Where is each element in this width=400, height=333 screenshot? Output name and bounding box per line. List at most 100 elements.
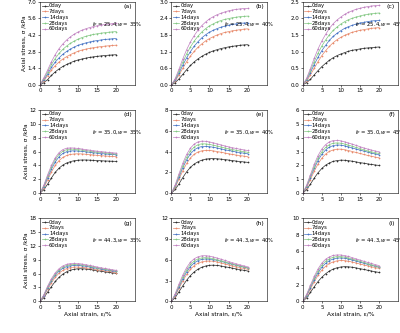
60days: [180, 273, 185, 277]
60days: [241, 148, 246, 152]
28days: [98, 151, 103, 155]
28days: [76, 262, 80, 266]
7days: [203, 259, 208, 263]
28days: [98, 31, 103, 35]
Line: 28days: 28days: [302, 256, 380, 302]
28days: [114, 152, 118, 156]
0day: [373, 270, 378, 274]
28days: [207, 256, 212, 260]
60days: [211, 141, 216, 145]
14days: [304, 78, 309, 82]
7days: [226, 263, 231, 267]
0day: [60, 163, 65, 167]
7days: [68, 265, 73, 269]
28days: [64, 148, 69, 152]
0day: [64, 161, 69, 165]
0day: [102, 159, 107, 163]
28days: [238, 264, 242, 268]
7days: [323, 49, 328, 53]
14days: [312, 63, 317, 67]
28days: [342, 20, 347, 24]
0day: [106, 159, 111, 163]
Line: 60days: 60days: [39, 147, 117, 194]
60days: [80, 147, 84, 151]
14days: [234, 22, 238, 26]
0day: [376, 270, 381, 274]
60days: [358, 145, 362, 149]
14days: [42, 78, 46, 82]
Legend: 0day, 7days, 14days, 28days, 60days: 0day, 7days, 14days, 28days, 60days: [172, 219, 200, 248]
0day: [346, 159, 351, 163]
60days: [218, 11, 223, 15]
0day: [72, 59, 77, 63]
28days: [114, 269, 118, 273]
60days: [304, 292, 309, 296]
7days: [234, 28, 238, 32]
7days: [42, 185, 46, 189]
28days: [350, 257, 355, 261]
14days: [83, 150, 88, 154]
28days: [102, 31, 107, 35]
7days: [80, 48, 84, 52]
14days: [365, 262, 370, 266]
14days: [57, 56, 62, 60]
28days: [184, 268, 189, 272]
28days: [188, 45, 193, 49]
Line: 60days: 60days: [302, 5, 380, 86]
14days: [49, 65, 54, 69]
28days: [192, 39, 197, 43]
60days: [169, 191, 174, 195]
7days: [200, 42, 204, 46]
60days: [300, 83, 305, 87]
7days: [95, 268, 100, 272]
7days: [106, 154, 111, 158]
28days: [304, 77, 309, 81]
0day: [320, 166, 324, 170]
60days: [316, 47, 320, 51]
7days: [203, 39, 208, 43]
Text: $\mathit{I_P}$ = 35.0,$\mathit{w}$ = 40%: $\mathit{I_P}$ = 35.0,$\mathit{w}$ = 40%: [224, 128, 274, 137]
Line: 14days: 14days: [302, 20, 380, 86]
60days: [196, 255, 200, 259]
0day: [361, 267, 366, 271]
60days: [114, 268, 118, 272]
60days: [369, 4, 374, 8]
60days: [91, 149, 96, 153]
60days: [192, 142, 197, 146]
14days: [304, 184, 309, 188]
60days: [102, 266, 107, 270]
60days: [98, 23, 103, 27]
Line: 14days: 14days: [302, 145, 380, 194]
60days: [57, 151, 62, 155]
7days: [218, 32, 223, 36]
28days: [245, 150, 250, 154]
7days: [241, 266, 246, 270]
60days: [95, 149, 100, 153]
7days: [373, 26, 378, 30]
14days: [342, 26, 347, 30]
14days: [238, 21, 242, 25]
0day: [346, 49, 351, 53]
28days: [245, 266, 250, 270]
7days: [203, 149, 208, 153]
28days: [192, 259, 197, 263]
14days: [207, 257, 212, 261]
28days: [207, 143, 212, 147]
0day: [342, 265, 347, 269]
28days: [53, 158, 58, 162]
14days: [106, 152, 111, 156]
0day: [192, 270, 197, 274]
28days: [230, 148, 235, 152]
0day: [320, 275, 324, 279]
7days: [72, 265, 77, 269]
14days: [42, 294, 46, 298]
14days: [323, 43, 328, 47]
7days: [53, 275, 58, 279]
28days: [327, 33, 332, 37]
7days: [338, 258, 343, 262]
60days: [42, 293, 46, 297]
0day: [38, 191, 42, 195]
14days: [358, 148, 362, 152]
28days: [222, 260, 227, 264]
7days: [241, 154, 246, 158]
